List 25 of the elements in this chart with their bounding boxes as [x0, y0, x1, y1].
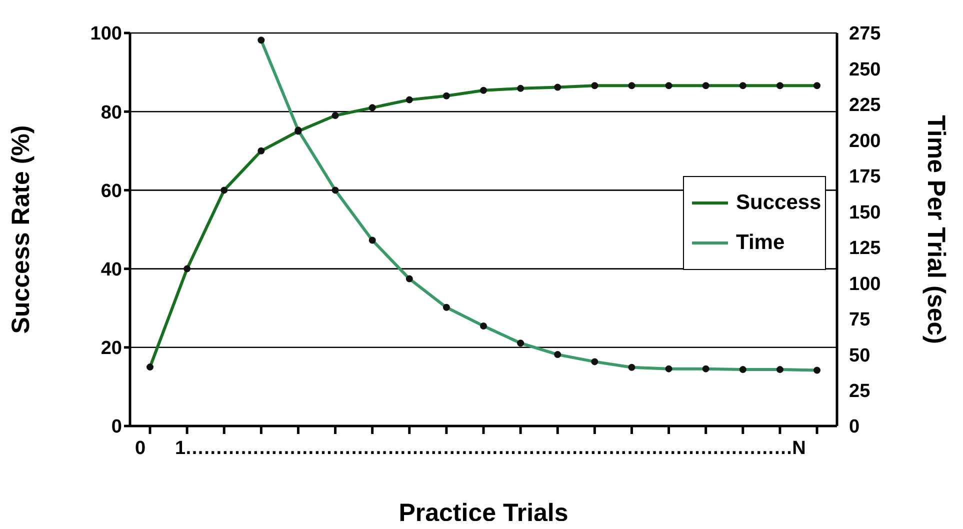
y2-tick-label: 225: [849, 95, 882, 116]
y-tick-label: 0: [111, 416, 122, 438]
legend-label: Success: [736, 191, 822, 215]
y2-tick-label: 275: [849, 24, 882, 45]
y-tick-label: 100: [90, 24, 122, 45]
y2-tick-label: 0: [849, 416, 860, 438]
y2-axis-title: Time Per Trial (sec): [922, 115, 950, 344]
text: 1………………………………………………………………………………………N: [175, 438, 806, 460]
y2-tick-label: 200: [849, 130, 881, 152]
y2-tick-label: 175: [849, 166, 882, 188]
y2-tick-label: 250: [849, 59, 881, 80]
y2-tick-label: 100: [849, 274, 881, 295]
y2-tick-label: 25: [849, 381, 871, 402]
y2-tick-label: 125: [849, 238, 882, 260]
y2-tick-label: 150: [849, 202, 881, 224]
y2-tick-label: 75: [849, 310, 871, 331]
y-tick-label: 60: [100, 180, 122, 202]
y2-tick-label: 50: [849, 345, 870, 366]
legend-label: Time: [736, 231, 785, 255]
y-tick-label: 40: [100, 260, 122, 281]
x-axis-title: Practice Trials: [398, 499, 568, 527]
y-tick-label: 20: [100, 338, 122, 360]
text: 0: [135, 438, 146, 460]
y-axis-title: Success Rate (%): [6, 125, 35, 334]
y-tick-label: 80: [100, 102, 122, 124]
